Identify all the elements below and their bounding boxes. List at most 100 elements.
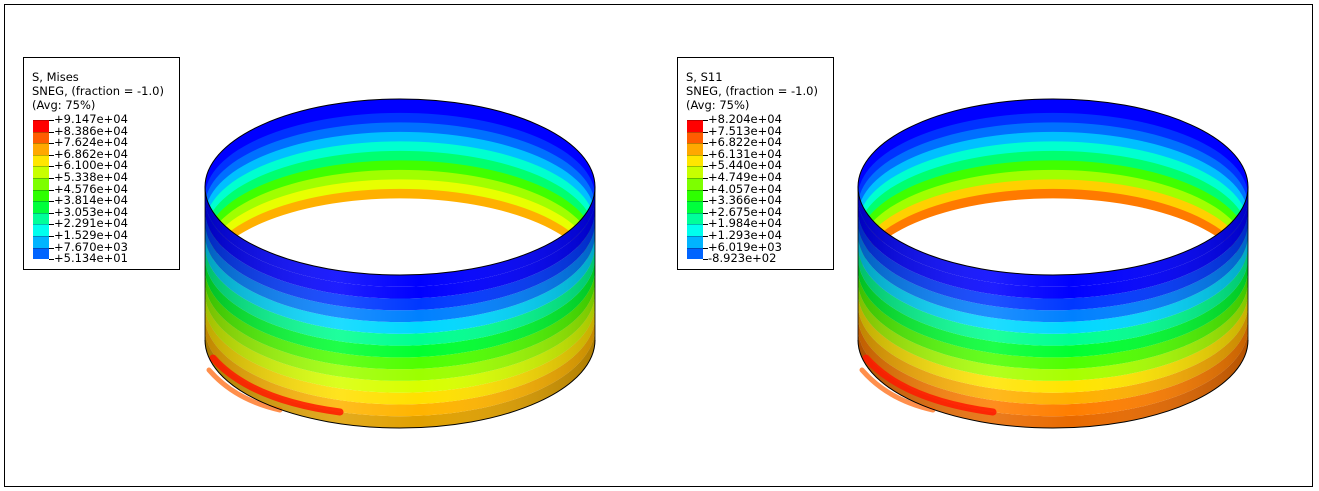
- legend-tick: [49, 154, 54, 156]
- legend-swatch: [687, 212, 703, 225]
- legend-swatch: [33, 212, 49, 225]
- legend-swatch: [687, 201, 703, 213]
- color-bar: [687, 120, 703, 260]
- legend-value: +6.131e+04: [708, 146, 782, 161]
- legend-values: +9.147e+04 +8.386e+04 +7.624e+04 +6.862e…: [54, 112, 128, 266]
- legend-tick: [49, 247, 54, 249]
- legend-tick: [49, 212, 54, 214]
- legend-tick: [703, 143, 708, 145]
- legend-swatch: [687, 189, 703, 202]
- stress-streak: [862, 354, 997, 416]
- legend-value: +3.053e+04: [54, 204, 128, 219]
- legend-tick: [703, 131, 708, 133]
- legend-swatch: [687, 177, 703, 190]
- wall-shading: [205, 187, 595, 428]
- rim-edge: [857, 186, 1249, 276]
- legend-swatch: [33, 189, 49, 202]
- legend-value: +3.814e+04: [54, 193, 128, 208]
- legend-tick: [703, 236, 708, 237]
- legend-header: S, Mises SNEG, (fraction = -1.0) (Avg: 75%…: [32, 70, 164, 112]
- contour-legend-s11: S, S11 SNEG, (fraction = -1.0) (Avg: 75%) …: [677, 57, 834, 270]
- rim-edge: [204, 98, 596, 188]
- legend-swatch: [33, 177, 49, 190]
- legend-swatch: [687, 154, 703, 167]
- color-bar: [33, 120, 49, 260]
- legend-value: +1.984e+04: [708, 216, 782, 231]
- legend-swatch: [33, 143, 49, 155]
- legend-swatch: [687, 166, 703, 178]
- legend-swatch: [33, 154, 49, 167]
- wall-shading: [858, 187, 1248, 428]
- legend-swatch: [33, 120, 49, 132]
- legend-value: +4.576e+04: [54, 181, 128, 196]
- legend-swatch: [33, 235, 49, 248]
- legend-tick: [703, 247, 708, 249]
- legend-tick: [49, 131, 54, 133]
- legend-value: +7.624e+04: [54, 135, 128, 150]
- legend-swatch: [687, 120, 703, 132]
- legend-tick: [49, 224, 54, 226]
- legend-swatch: [687, 143, 703, 155]
- legend-value: +2.291e+04: [54, 216, 128, 231]
- legend-swatch: [33, 201, 49, 213]
- legend-tick: [49, 166, 54, 168]
- legend-tick: [49, 236, 54, 237]
- rim-edge: [204, 186, 596, 276]
- legend-value: +1.293e+04: [708, 227, 782, 242]
- legend-swatch: [33, 131, 49, 144]
- legend-value: +4.057e+04: [708, 181, 782, 196]
- legend-tick: [703, 154, 708, 156]
- legend-swatch: [33, 224, 49, 236]
- legend-tick: [703, 166, 708, 168]
- inner-wall-band: [858, 99, 1248, 206]
- legend-swatch: [33, 166, 49, 178]
- cylinder-model-mises: [204, 98, 596, 429]
- legend-swatch: [687, 235, 703, 248]
- stress-streak: [209, 354, 344, 416]
- inner-wall-band: [858, 99, 1248, 197]
- legend-header: S, S11 SNEG, (fraction = -1.0) (Avg: 75%): [686, 70, 818, 112]
- legend-swatch: [687, 224, 703, 236]
- legend-tick: [703, 189, 708, 191]
- stress-streak: [206, 367, 283, 413]
- legend-tick: [703, 120, 708, 121]
- legend-value: +8.386e+04: [54, 123, 128, 138]
- legend-tick: [703, 259, 708, 261]
- legend-value: +5.338e+04: [54, 169, 128, 184]
- legend-value: +7.513e+04: [708, 123, 782, 138]
- legend-tick: [49, 120, 54, 121]
- rim-edge: [857, 98, 1249, 188]
- legend-tick: [49, 259, 54, 261]
- legend-values: +8.204e+04 +7.513e+04 +6.822e+04 +6.131e…: [708, 113, 782, 266]
- legend-swatch: [687, 247, 703, 260]
- legend-value: +6.822e+04: [708, 135, 782, 150]
- legend-tick: [49, 143, 54, 145]
- legend-swatch: [33, 247, 49, 260]
- legend-value: +1.529e+04: [54, 227, 128, 242]
- bottom-edge: [857, 339, 1249, 429]
- legend-swatch: [687, 131, 703, 144]
- cylinder-model-s11: [857, 98, 1249, 429]
- legend-value: +6.862e+04: [54, 146, 128, 161]
- legend-value: +3.366e+04: [708, 193, 782, 208]
- legend-value: +6.019e+03: [708, 239, 782, 254]
- bottom-edge: [204, 339, 596, 429]
- legend-tick: [49, 178, 54, 179]
- legend-tick: [703, 201, 708, 203]
- legend-tick: [49, 201, 54, 203]
- legend-tick: [49, 189, 54, 191]
- legend-tick: [703, 178, 708, 179]
- legend-value: +5.440e+04: [708, 158, 782, 173]
- stress-streak: [859, 367, 936, 413]
- legend-tick: [703, 212, 708, 214]
- legend-value: -8.923e+02: [708, 251, 777, 266]
- legend-value: +6.100e+04: [54, 158, 128, 173]
- legend-value: +5.134e+01: [54, 251, 128, 266]
- inner-wall-band: [205, 99, 595, 197]
- legend-tick: [703, 224, 708, 226]
- legend-value: +9.147e+04: [54, 112, 128, 126]
- legend-value: +7.670e+03: [54, 239, 128, 254]
- legend-value: +4.749e+04: [708, 169, 782, 184]
- legend-value: +2.675e+04: [708, 204, 782, 219]
- inner-wall-band: [205, 99, 595, 206]
